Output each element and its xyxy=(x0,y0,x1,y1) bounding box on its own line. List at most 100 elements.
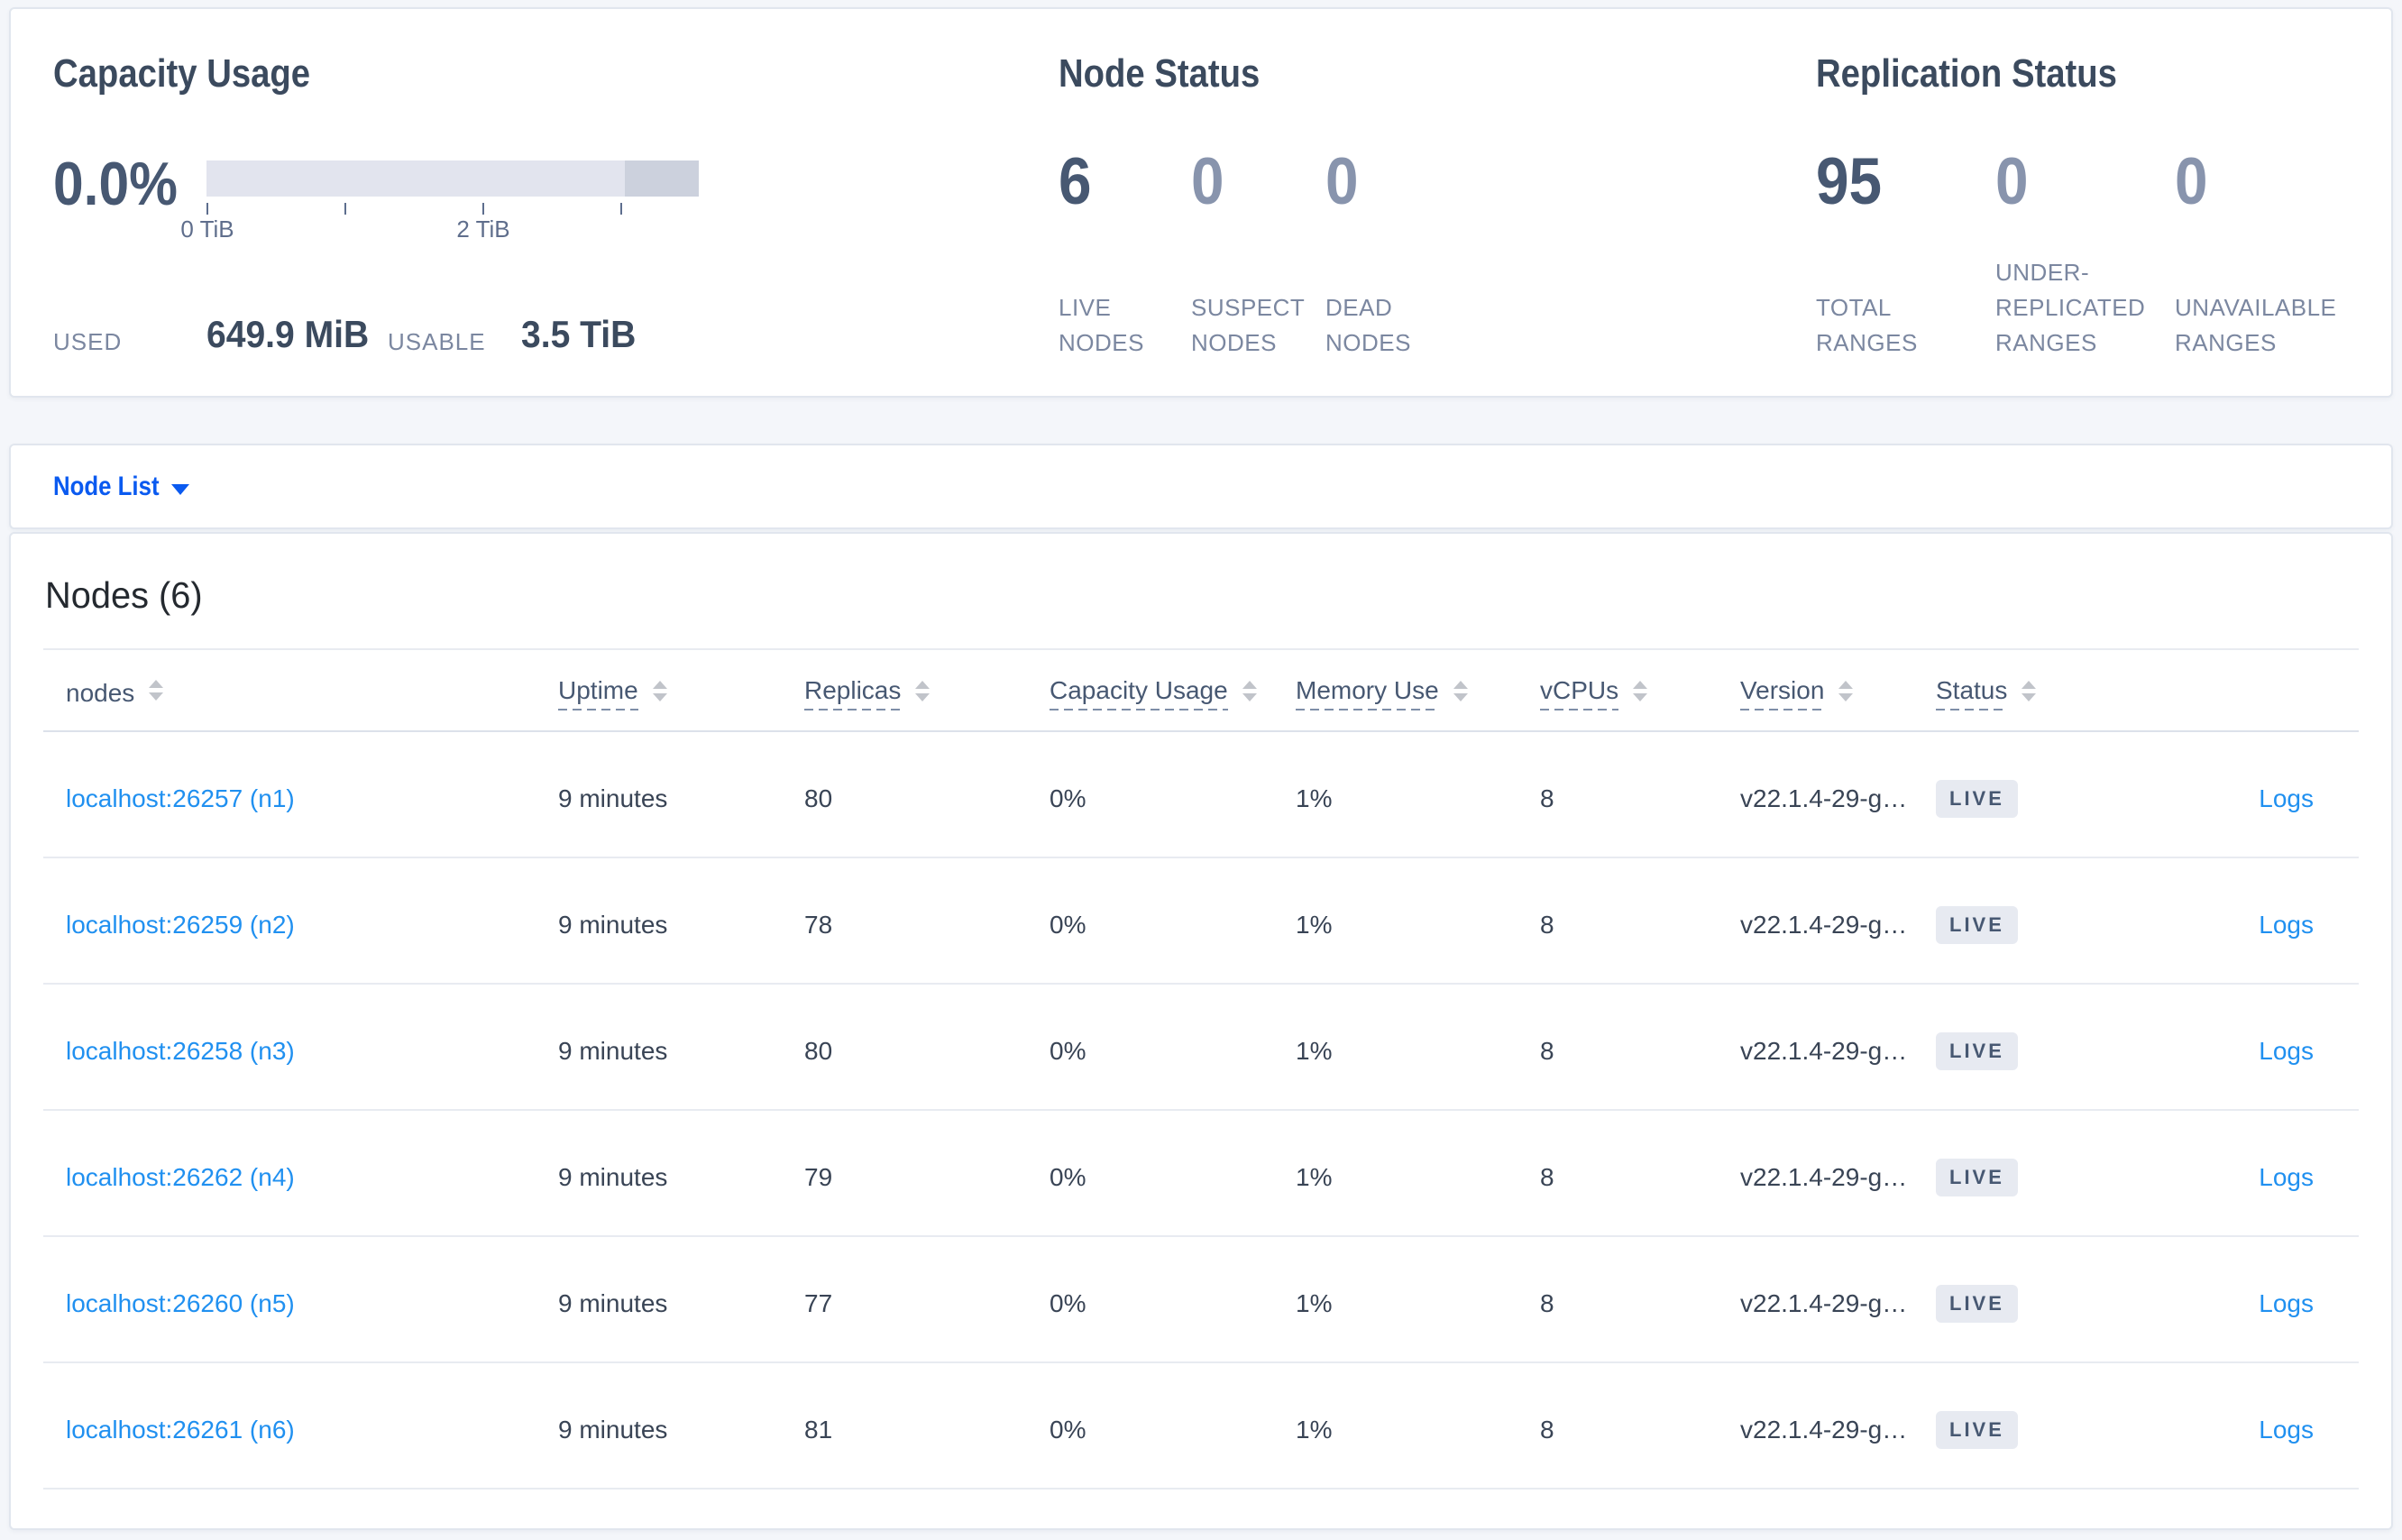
memory-use-cell: 1% xyxy=(1273,1110,1517,1237)
version-cell: v22.1.4-29-g… xyxy=(1718,1236,1913,1363)
under-replicated-ranges-metric: 0 UNDER-REPLICATED RANGES xyxy=(1995,149,2158,361)
sort-icon xyxy=(915,681,931,701)
axis-tick-1 xyxy=(344,203,346,215)
uptime-cell: 9 minutes xyxy=(536,1362,782,1490)
dead-nodes-metric: 0 DEAD NODES xyxy=(1325,149,1437,361)
uptime-cell: 9 minutes xyxy=(536,984,782,1111)
logs-link[interactable]: Logs xyxy=(2259,1289,2314,1317)
capacity-usage-cell: 0% xyxy=(1027,857,1273,985)
replication-status-title: Replication Status xyxy=(1816,51,2117,96)
replicas-cell: 80 xyxy=(782,984,1027,1111)
table-row: localhost:26258 (n3) 9 minutes 80 0% 1% … xyxy=(43,984,2359,1111)
live-nodes-label: LIVE NODES xyxy=(1059,294,1144,356)
logs-link[interactable]: Logs xyxy=(2259,1037,2314,1065)
unavailable-ranges-label: UNAVAILABLE RANGES xyxy=(2175,294,2337,356)
sort-icon xyxy=(1242,681,1257,701)
capacity-used-percent: 0.0% xyxy=(53,150,178,218)
total-ranges-metric: 95 TOTAL RANGES xyxy=(1816,149,1942,361)
node-address-link[interactable]: localhost:26257 (n1) xyxy=(66,784,295,812)
nodes-table: nodes Uptime Replicas Capacity Usage Mem… xyxy=(43,648,2359,1490)
sort-icon xyxy=(652,681,667,701)
sort-icon xyxy=(1453,681,1468,701)
memory-use-cell: 1% xyxy=(1273,1236,1517,1363)
status-badge: LIVE xyxy=(1936,906,2018,944)
replicas-cell: 78 xyxy=(782,857,1027,985)
column-header-vcpus[interactable]: vCPUs xyxy=(1517,649,1718,732)
capacity-usage-title: Capacity Usage xyxy=(53,51,311,96)
column-header-logs xyxy=(2094,649,2359,732)
logs-link[interactable]: Logs xyxy=(2259,1416,2314,1444)
usable-label: USABLE xyxy=(388,328,486,355)
uptime-cell: 9 minutes xyxy=(536,731,782,858)
capacity-usage-cell: 0% xyxy=(1027,1236,1273,1363)
vcpus-cell: 8 xyxy=(1517,1236,1718,1363)
sort-icon xyxy=(2022,681,2037,701)
column-header-uptime[interactable]: Uptime xyxy=(536,649,782,732)
used-label: USED xyxy=(53,328,123,355)
axis-tick-3 xyxy=(620,203,622,215)
column-header-status[interactable]: Status xyxy=(1913,649,2094,732)
node-address-link[interactable]: localhost:26260 (n5) xyxy=(66,1289,295,1317)
uptime-cell: 9 minutes xyxy=(536,857,782,985)
memory-use-cell: 1% xyxy=(1273,857,1517,985)
vcpus-cell: 8 xyxy=(1517,731,1718,858)
version-cell: v22.1.4-29-g… xyxy=(1718,984,1913,1111)
logs-link[interactable]: Logs xyxy=(2259,784,2314,812)
logs-link[interactable]: Logs xyxy=(2259,1163,2314,1191)
total-ranges-value: 95 xyxy=(1816,145,1883,218)
memory-use-cell: 1% xyxy=(1273,984,1517,1111)
vcpus-cell: 8 xyxy=(1517,1362,1718,1490)
dead-nodes-label: DEAD NODES xyxy=(1325,294,1411,356)
memory-use-cell: 1% xyxy=(1273,1362,1517,1490)
suspect-nodes-metric: 0 SUSPECT NODES xyxy=(1191,149,1308,361)
status-badge: LIVE xyxy=(1936,1285,2018,1323)
nodes-section-title: Nodes (6) xyxy=(45,574,203,616)
node-address-link[interactable]: localhost:26261 (n6) xyxy=(66,1416,295,1444)
node-list-dropdown[interactable]: Node List xyxy=(53,445,189,527)
column-header-version[interactable]: Version xyxy=(1718,649,1913,732)
replicas-cell: 79 xyxy=(782,1110,1027,1237)
version-cell: v22.1.4-29-g… xyxy=(1718,1110,1913,1237)
version-cell: v22.1.4-29-g… xyxy=(1718,731,1913,858)
replicas-cell: 77 xyxy=(782,1236,1027,1363)
logs-link[interactable]: Logs xyxy=(2259,911,2314,939)
axis-tick-0 xyxy=(206,203,208,215)
nodes-table-card: Nodes (6) nodes Uptime Replicas xyxy=(9,532,2393,1530)
column-header-capacity-usage[interactable]: Capacity Usage xyxy=(1027,649,1273,732)
uptime-cell: 9 minutes xyxy=(536,1236,782,1363)
node-address-link[interactable]: localhost:26262 (n4) xyxy=(66,1163,295,1191)
version-cell: v22.1.4-29-g… xyxy=(1718,857,1913,985)
table-row: localhost:26257 (n1) 9 minutes 80 0% 1% … xyxy=(43,731,2359,858)
dead-nodes-value: 0 xyxy=(1325,145,1359,218)
axis-tick-2 xyxy=(482,203,484,215)
suspect-nodes-label: SUSPECT NODES xyxy=(1191,294,1305,356)
sort-icon xyxy=(149,680,164,701)
cluster-summary-card: Capacity Usage 0.0% 0 TiB 2 TiB USED 649… xyxy=(9,7,2393,398)
version-cell: v22.1.4-29-g… xyxy=(1718,1362,1913,1490)
column-header-nodes[interactable]: nodes xyxy=(43,649,536,732)
table-header-row: nodes Uptime Replicas Capacity Usage Mem… xyxy=(43,649,2359,732)
node-address-link[interactable]: localhost:26258 (n3) xyxy=(66,1037,295,1065)
table-row: localhost:26261 (n6) 9 minutes 81 0% 1% … xyxy=(43,1362,2359,1490)
usable-value: 3.5 TiB xyxy=(521,313,637,355)
under-replicated-ranges-value: 0 xyxy=(1995,145,2029,218)
column-header-memory-use[interactable]: Memory Use xyxy=(1273,649,1517,732)
capacity-bar-chart xyxy=(206,160,699,197)
sort-icon xyxy=(1633,681,1648,701)
total-ranges-label: TOTAL RANGES xyxy=(1816,294,1918,356)
status-badge: LIVE xyxy=(1936,780,2018,818)
table-row: localhost:26260 (n5) 9 minutes 77 0% 1% … xyxy=(43,1236,2359,1363)
capacity-usage-cell: 0% xyxy=(1027,1362,1273,1490)
chevron-down-icon xyxy=(170,483,189,495)
unavailable-ranges-value: 0 xyxy=(2175,145,2208,218)
table-row: localhost:26262 (n4) 9 minutes 79 0% 1% … xyxy=(43,1110,2359,1237)
table-row: localhost:26259 (n2) 9 minutes 78 0% 1% … xyxy=(43,857,2359,985)
capacity-usage-cell: 0% xyxy=(1027,731,1273,858)
vcpus-cell: 8 xyxy=(1517,984,1718,1111)
node-list-dropdown-label: Node List xyxy=(53,471,160,501)
capacity-usage-cell: 0% xyxy=(1027,984,1273,1111)
node-address-link[interactable]: localhost:26259 (n2) xyxy=(66,911,295,939)
capacity-usage-cell: 0% xyxy=(1027,1110,1273,1237)
column-header-replicas[interactable]: Replicas xyxy=(782,649,1027,732)
live-nodes-value: 6 xyxy=(1059,145,1092,218)
